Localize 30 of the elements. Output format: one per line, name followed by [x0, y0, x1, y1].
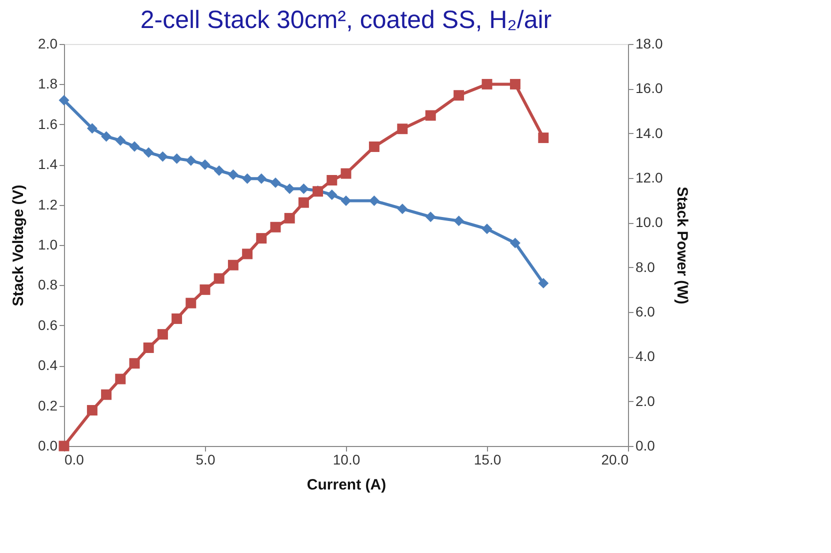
y-tick-label: 1.8: [38, 76, 58, 92]
x-tick-label: 10.0: [332, 452, 360, 468]
y2-tick-label: 12.0: [636, 170, 663, 186]
y-tick-label: 0.8: [38, 276, 58, 293]
y2-tick-label: 6.0: [636, 304, 656, 320]
y2-tick-label: 8.0: [636, 258, 656, 275]
y2-axis-title: Stack Power (W): [674, 186, 691, 304]
y-tick-label: 1.4: [38, 156, 58, 172]
y-tick-label: 2.0: [38, 36, 58, 52]
y2-tick-label: 0.0: [636, 438, 656, 454]
y-tick-label: 0.0: [38, 438, 58, 454]
y-tick-label: 1.2: [38, 196, 58, 212]
y2-tick-label: 14.0: [636, 124, 663, 141]
y2-tick-label: 16.0: [636, 80, 663, 96]
y-tick-label: 1.6: [38, 116, 58, 132]
x-tick-label: 0.0: [64, 452, 84, 468]
y-axis-title: Stack Voltage (V): [10, 184, 28, 306]
chart-title: 2-cell Stack 30cm², coated SS, H₂/air: [140, 6, 552, 34]
x-tick-label: 5.0: [196, 452, 216, 468]
x-tick-label: 20.0: [601, 452, 629, 468]
y-tick-label: 1.0: [38, 236, 58, 252]
y-tick-label: 0.4: [38, 357, 58, 374]
x-axis-title: Current (A): [306, 476, 386, 494]
y-tick-label: 0.6: [38, 316, 58, 333]
y2-tick-label: 4.0: [636, 348, 656, 364]
y2-tick-label: 18.0: [636, 36, 663, 52]
x-tick-label: 15.0: [474, 452, 502, 468]
y2-tick-label: 2.0: [636, 392, 656, 409]
y-tick-label: 0.2: [38, 397, 58, 414]
y2-tick-label: 10.0: [636, 214, 663, 230]
